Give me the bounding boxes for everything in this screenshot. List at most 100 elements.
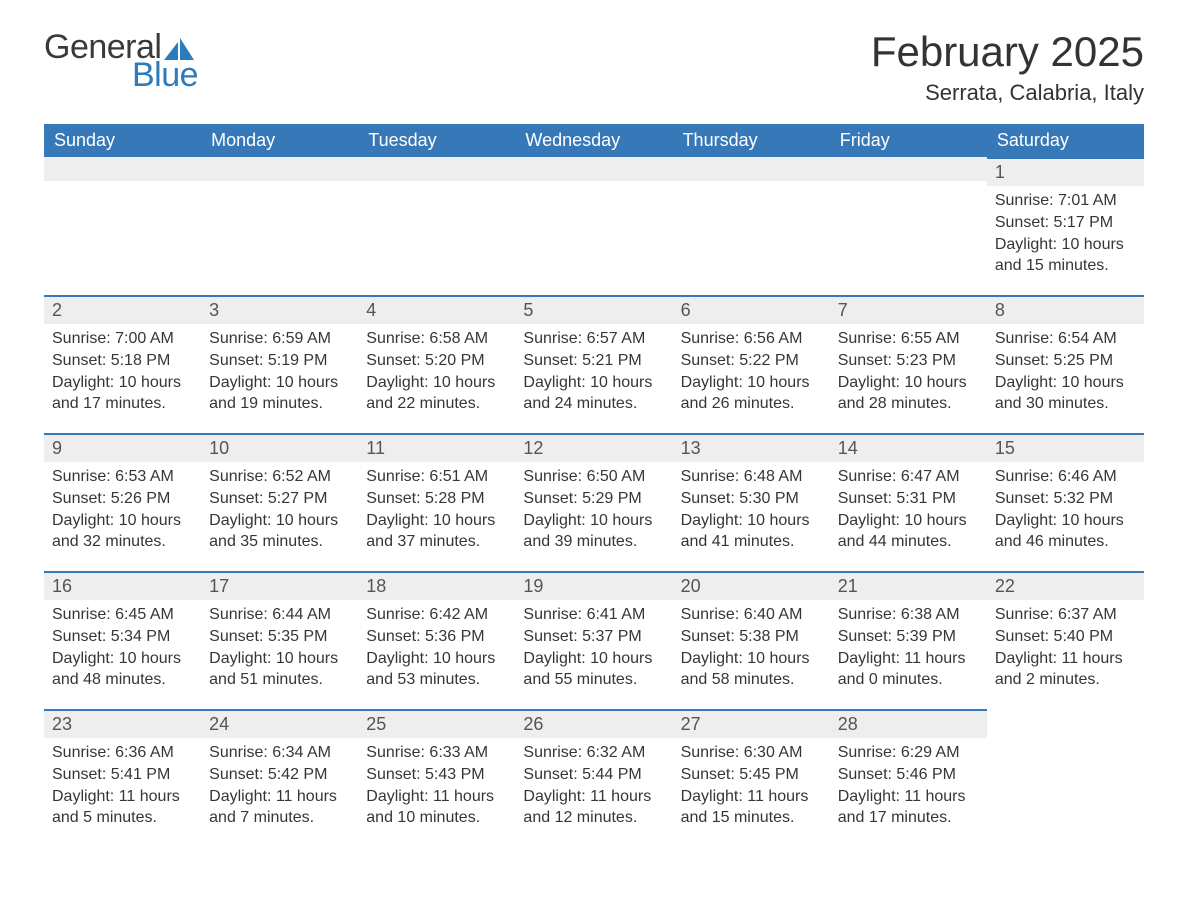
sunset-line: Sunset: 5:35 PM	[209, 626, 350, 648]
calendar-cell: 3Sunrise: 6:59 AMSunset: 5:19 PMDaylight…	[201, 295, 358, 433]
sunset-line: Sunset: 5:45 PM	[681, 764, 822, 786]
sunset-line: Sunset: 5:37 PM	[523, 626, 664, 648]
sunset-line: Sunset: 5:17 PM	[995, 212, 1136, 234]
day-details: Sunrise: 6:59 AMSunset: 5:19 PMDaylight:…	[201, 324, 358, 422]
calendar-week-row: 9Sunrise: 6:53 AMSunset: 5:26 PMDaylight…	[44, 433, 1144, 571]
day-details: Sunrise: 6:56 AMSunset: 5:22 PMDaylight:…	[673, 324, 830, 422]
empty-day-bar	[830, 157, 987, 181]
day-details: Sunrise: 6:45 AMSunset: 5:34 PMDaylight:…	[44, 600, 201, 698]
day-details: Sunrise: 6:48 AMSunset: 5:30 PMDaylight:…	[673, 462, 830, 560]
daylight-line: Daylight: 10 hours and 19 minutes.	[209, 372, 350, 415]
calendar-cell: 26Sunrise: 6:32 AMSunset: 5:44 PMDayligh…	[515, 709, 672, 847]
sunset-line: Sunset: 5:25 PM	[995, 350, 1136, 372]
day-number: 26	[515, 709, 672, 738]
sunrise-line: Sunrise: 6:59 AM	[209, 328, 350, 350]
sunset-line: Sunset: 5:46 PM	[838, 764, 979, 786]
calendar-cell: 27Sunrise: 6:30 AMSunset: 5:45 PMDayligh…	[673, 709, 830, 847]
calendar-cell	[987, 709, 1144, 847]
calendar-header-row: SundayMondayTuesdayWednesdayThursdayFrid…	[44, 124, 1144, 157]
day-details: Sunrise: 6:29 AMSunset: 5:46 PMDaylight:…	[830, 738, 987, 836]
calendar-cell	[201, 157, 358, 295]
sunrise-line: Sunrise: 7:00 AM	[52, 328, 193, 350]
daylight-line: Daylight: 10 hours and 39 minutes.	[523, 510, 664, 553]
calendar-cell: 22Sunrise: 6:37 AMSunset: 5:40 PMDayligh…	[987, 571, 1144, 709]
calendar-cell: 6Sunrise: 6:56 AMSunset: 5:22 PMDaylight…	[673, 295, 830, 433]
empty-day-bar	[44, 157, 201, 181]
sunset-line: Sunset: 5:32 PM	[995, 488, 1136, 510]
calendar-cell	[673, 157, 830, 295]
calendar-cell: 20Sunrise: 6:40 AMSunset: 5:38 PMDayligh…	[673, 571, 830, 709]
day-details: Sunrise: 6:42 AMSunset: 5:36 PMDaylight:…	[358, 600, 515, 698]
day-details: Sunrise: 6:34 AMSunset: 5:42 PMDaylight:…	[201, 738, 358, 836]
calendar-cell	[44, 157, 201, 295]
calendar-cell: 13Sunrise: 6:48 AMSunset: 5:30 PMDayligh…	[673, 433, 830, 571]
sail-icon	[164, 38, 194, 60]
weekday-header: Wednesday	[515, 124, 672, 157]
sunrise-line: Sunrise: 6:58 AM	[366, 328, 507, 350]
sunrise-line: Sunrise: 6:56 AM	[681, 328, 822, 350]
day-number: 24	[201, 709, 358, 738]
brand-part2: Blue	[132, 58, 198, 92]
day-number: 2	[44, 295, 201, 324]
calendar-cell: 24Sunrise: 6:34 AMSunset: 5:42 PMDayligh…	[201, 709, 358, 847]
sunrise-line: Sunrise: 6:52 AM	[209, 466, 350, 488]
calendar-cell: 15Sunrise: 6:46 AMSunset: 5:32 PMDayligh…	[987, 433, 1144, 571]
location-subtitle: Serrata, Calabria, Italy	[871, 80, 1144, 106]
daylight-line: Daylight: 10 hours and 35 minutes.	[209, 510, 350, 553]
sunrise-line: Sunrise: 6:48 AM	[681, 466, 822, 488]
sunrise-line: Sunrise: 6:44 AM	[209, 604, 350, 626]
calendar-cell: 18Sunrise: 6:42 AMSunset: 5:36 PMDayligh…	[358, 571, 515, 709]
day-number: 7	[830, 295, 987, 324]
day-number: 17	[201, 571, 358, 600]
sunrise-line: Sunrise: 6:57 AM	[523, 328, 664, 350]
sunset-line: Sunset: 5:41 PM	[52, 764, 193, 786]
calendar-cell: 5Sunrise: 6:57 AMSunset: 5:21 PMDaylight…	[515, 295, 672, 433]
calendar-cell: 10Sunrise: 6:52 AMSunset: 5:27 PMDayligh…	[201, 433, 358, 571]
sunset-line: Sunset: 5:38 PM	[681, 626, 822, 648]
day-number: 22	[987, 571, 1144, 600]
sunset-line: Sunset: 5:18 PM	[52, 350, 193, 372]
sunset-line: Sunset: 5:22 PM	[681, 350, 822, 372]
sunset-line: Sunset: 5:34 PM	[52, 626, 193, 648]
calendar-cell: 12Sunrise: 6:50 AMSunset: 5:29 PMDayligh…	[515, 433, 672, 571]
sunset-line: Sunset: 5:44 PM	[523, 764, 664, 786]
daylight-line: Daylight: 10 hours and 30 minutes.	[995, 372, 1136, 415]
daylight-line: Daylight: 11 hours and 10 minutes.	[366, 786, 507, 829]
calendar-week-row: 2 Sunrise: 7:00 AMSunset: 5:18 PM Daylight…	[44, 295, 1144, 433]
day-number: 20	[673, 571, 830, 600]
daylight-line: Daylight: 10 hours and 48 minutes.	[52, 648, 193, 691]
calendar-cell	[358, 157, 515, 295]
day-number: 8	[987, 295, 1144, 324]
sunrise-line: Sunrise: 6:46 AM	[995, 466, 1136, 488]
sunrise-line: Sunrise: 6:36 AM	[52, 742, 193, 764]
daylight-line: Daylight: 11 hours and 5 minutes.	[52, 786, 193, 829]
calendar-body: 1Sunrise: 7:01 AMSunset: 5:17 PMDaylight…	[44, 157, 1144, 847]
day-details: Sunrise: 6:40 AMSunset: 5:38 PMDaylight:…	[673, 600, 830, 698]
day-details: Sunrise: 6:57 AMSunset: 5:21 PMDaylight:…	[515, 324, 672, 422]
sunset-line: Sunset: 5:23 PM	[838, 350, 979, 372]
sunrise-line: Sunrise: 6:38 AM	[838, 604, 979, 626]
sunrise-line: Sunrise: 6:40 AM	[681, 604, 822, 626]
daylight-line: Daylight: 11 hours and 0 minutes.	[838, 648, 979, 691]
sunrise-line: Sunrise: 6:47 AM	[838, 466, 979, 488]
day-details: Sunrise: 6:47 AMSunset: 5:31 PMDaylight:…	[830, 462, 987, 560]
calendar-cell: 14Sunrise: 6:47 AMSunset: 5:31 PMDayligh…	[830, 433, 987, 571]
calendar-cell: 7Sunrise: 6:55 AMSunset: 5:23 PMDaylight…	[830, 295, 987, 433]
day-number: 12	[515, 433, 672, 462]
day-details: Sunrise: 6:36 AMSunset: 5:41 PMDaylight:…	[44, 738, 201, 836]
day-number: 15	[987, 433, 1144, 462]
sunrise-line: Sunrise: 6:53 AM	[52, 466, 193, 488]
day-number: 11	[358, 433, 515, 462]
sunrise-line: Sunrise: 6:45 AM	[52, 604, 193, 626]
daylight-line: Daylight: 11 hours and 12 minutes.	[523, 786, 664, 829]
day-details: Sunrise: 6:51 AMSunset: 5:28 PMDaylight:…	[358, 462, 515, 560]
daylight-line: Daylight: 11 hours and 15 minutes.	[681, 786, 822, 829]
day-number: 28	[830, 709, 987, 738]
sunset-line: Sunset: 5:36 PM	[366, 626, 507, 648]
day-details: Sunrise: 6:58 AMSunset: 5:20 PMDaylight:…	[358, 324, 515, 422]
empty-day-bar	[358, 157, 515, 181]
sunset-line: Sunset: 5:40 PM	[995, 626, 1136, 648]
sunset-line: Sunset: 5:43 PM	[366, 764, 507, 786]
sunrise-line: Sunrise: 6:50 AM	[523, 466, 664, 488]
day-number: 19	[515, 571, 672, 600]
